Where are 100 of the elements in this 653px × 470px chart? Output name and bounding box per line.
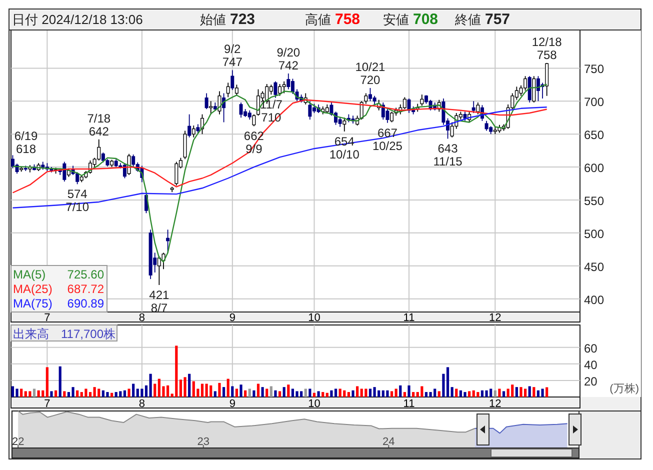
x-tick-label: 7 bbox=[44, 312, 50, 324]
bar bbox=[98, 388, 100, 397]
bar bbox=[210, 385, 212, 397]
bar bbox=[16, 388, 18, 397]
candlestick bbox=[286, 73, 290, 90]
bar bbox=[485, 390, 488, 397]
x-tick-label: 11 bbox=[403, 312, 415, 324]
bar bbox=[261, 387, 264, 397]
bar bbox=[192, 381, 195, 397]
bar bbox=[226, 378, 230, 397]
bar bbox=[252, 390, 256, 397]
bar bbox=[205, 384, 208, 397]
x-tick-label: 23 bbox=[197, 436, 210, 448]
bar bbox=[231, 386, 234, 397]
bar bbox=[136, 388, 139, 397]
bar bbox=[520, 387, 522, 397]
bar bbox=[140, 388, 144, 397]
x-tick-label: 10 bbox=[308, 398, 320, 410]
annotation: 643 11/15 bbox=[433, 142, 463, 169]
annotation: 12/18 758 bbox=[532, 34, 562, 62]
candlestick bbox=[183, 130, 187, 160]
candlestick bbox=[545, 62, 549, 96]
bar bbox=[532, 387, 536, 397]
candlestick bbox=[62, 161, 66, 182]
y-tick-label: 500 bbox=[584, 226, 604, 241]
candlestick bbox=[282, 80, 286, 94]
bar bbox=[494, 390, 496, 397]
candlestick bbox=[420, 94, 424, 106]
bar bbox=[541, 388, 544, 397]
bar bbox=[528, 386, 531, 397]
x-tick-label: 8 bbox=[138, 312, 146, 324]
candlestick bbox=[132, 154, 136, 168]
candlestick bbox=[230, 70, 234, 90]
bar bbox=[412, 392, 415, 397]
annotation: 667 10/25 bbox=[372, 126, 403, 153]
bar bbox=[364, 388, 368, 397]
candlestick bbox=[402, 96, 406, 110]
bar bbox=[312, 392, 316, 397]
annotation: 9/2 747 bbox=[222, 42, 243, 70]
text: 終値 757 bbox=[454, 11, 510, 28]
bar bbox=[93, 387, 96, 397]
annotation: 10/21 720 bbox=[355, 60, 386, 87]
candlestick bbox=[204, 92, 208, 110]
candlestick bbox=[528, 76, 532, 103]
bar bbox=[334, 388, 338, 397]
bar bbox=[175, 346, 178, 397]
candlestick bbox=[252, 114, 256, 127]
bar bbox=[179, 380, 182, 397]
bar bbox=[429, 392, 432, 397]
candlestick bbox=[364, 92, 368, 104]
y-tick-label: 60 bbox=[584, 341, 598, 356]
bar bbox=[63, 391, 66, 397]
bar bbox=[218, 382, 221, 397]
bar bbox=[446, 367, 450, 397]
candlestick bbox=[342, 117, 346, 132]
candlestick bbox=[188, 114, 192, 138]
annotation: 574 7/10 bbox=[66, 187, 90, 214]
bar bbox=[356, 386, 359, 397]
candlestick bbox=[239, 102, 243, 118]
bar bbox=[128, 388, 130, 397]
bar bbox=[132, 384, 135, 397]
bar bbox=[536, 390, 540, 397]
bar bbox=[214, 391, 216, 397]
bar bbox=[450, 387, 454, 397]
bar bbox=[114, 392, 118, 397]
bar bbox=[472, 390, 475, 397]
bar bbox=[240, 384, 242, 397]
text: 高値 758 bbox=[305, 11, 360, 28]
bar bbox=[438, 391, 440, 397]
bar bbox=[270, 386, 272, 397]
y-tick-label: 750 bbox=[584, 62, 604, 76]
bar bbox=[455, 388, 458, 397]
chart-title: 日付 2024/12/18 13:06 bbox=[12, 12, 143, 27]
bar bbox=[403, 392, 406, 397]
bar bbox=[368, 388, 372, 397]
annotation: 6/19 618 bbox=[14, 129, 38, 156]
x-tick-label: 7 bbox=[44, 398, 50, 410]
candlestick bbox=[386, 108, 390, 124]
bar bbox=[80, 392, 83, 397]
x-tick-label: 22 bbox=[12, 436, 24, 448]
bar bbox=[166, 385, 170, 397]
bar bbox=[274, 390, 277, 397]
bar bbox=[515, 387, 518, 397]
bar bbox=[308, 388, 312, 397]
y-tick-label: 600 bbox=[584, 161, 604, 176]
bar bbox=[420, 386, 424, 397]
candlestick bbox=[476, 102, 480, 115]
bar bbox=[347, 392, 350, 397]
candlestick bbox=[532, 76, 536, 103]
candlestick bbox=[308, 100, 312, 120]
x-tick-label: 9 bbox=[229, 398, 236, 410]
bar bbox=[76, 390, 79, 397]
annotation: 7/18 642 bbox=[87, 111, 111, 138]
bar bbox=[184, 377, 186, 397]
bar bbox=[248, 388, 251, 397]
x-tick-label: 8 bbox=[138, 398, 146, 410]
bar bbox=[28, 391, 32, 397]
candlestick bbox=[484, 120, 488, 132]
bar bbox=[58, 366, 62, 397]
bar bbox=[54, 390, 58, 397]
